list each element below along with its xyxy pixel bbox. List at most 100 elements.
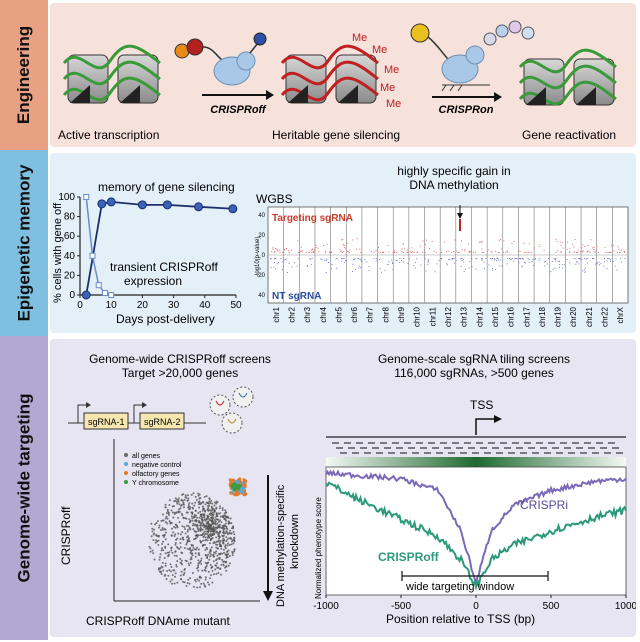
wgbs-point (617, 246, 619, 248)
wgbs-point (315, 244, 317, 246)
scatter-point (184, 494, 187, 497)
scatter-point (184, 559, 187, 562)
wgbs-point (609, 259, 611, 261)
wgbs-point (438, 259, 440, 261)
wgbs-point (468, 243, 470, 245)
scatter-point (194, 552, 197, 555)
wgbs-point (296, 265, 298, 267)
scatter-point (226, 556, 229, 559)
wgbs-point (521, 258, 523, 259)
scatter-point (173, 500, 176, 503)
scatter-point (210, 523, 213, 526)
wgbs-point (424, 251, 426, 253)
scatter-point (165, 512, 168, 515)
wgbs-point (481, 251, 483, 253)
targeting-band: Genome-wide targeting Genome-wide CRISPR… (0, 336, 640, 640)
scatter-point (196, 526, 199, 529)
wgbs-point (414, 267, 416, 269)
wgbs-point (494, 258, 496, 260)
scatter-point (189, 577, 192, 580)
wgbs-point (313, 248, 315, 250)
wgbs-point (468, 251, 470, 253)
scatter-point (173, 525, 176, 528)
scatter-point (211, 511, 214, 514)
wgbs-point (501, 265, 503, 267)
wgbs-ytick-label: 0 (262, 253, 266, 259)
wgbs-point (607, 258, 609, 260)
olfactory-point (235, 490, 240, 494)
scatter-point (219, 512, 222, 515)
scatter-point (191, 519, 194, 522)
sgrna-tiles (332, 442, 623, 454)
nucleosome-active (62, 44, 161, 104)
wgbs-point (339, 249, 341, 251)
wgbs-point (409, 251, 411, 253)
wgbs-point (325, 250, 327, 252)
memory-label: Epigenetic memory (14, 164, 34, 322)
scatter-point (230, 540, 233, 543)
scatter-point (213, 551, 216, 554)
scatter-point (224, 509, 227, 512)
scatter-point (222, 548, 225, 551)
tiling-xtick-label: 500 (543, 601, 560, 612)
scatter-point (226, 538, 229, 541)
scatter-point (205, 527, 208, 530)
wgbs-point (291, 266, 293, 268)
scatter-point (178, 503, 181, 506)
scatter-point (190, 549, 193, 552)
scatter-point (222, 563, 225, 566)
wgbs-point (553, 258, 555, 260)
wgbs-point (604, 258, 606, 260)
wgbs-point (578, 258, 580, 260)
chromosome-label: chr12 (444, 306, 453, 327)
scatter-point (188, 527, 191, 530)
wgbs-point (320, 258, 322, 260)
wgbs-point (284, 259, 286, 261)
scatter-point (202, 535, 205, 538)
wgbs-point (464, 249, 466, 251)
scatter-point (180, 551, 183, 554)
scatter-point (174, 542, 177, 545)
wgbs-point (360, 251, 362, 253)
wgbs-point (401, 251, 403, 253)
scatter-point (157, 567, 160, 570)
crispri-label: CRISPRi (520, 498, 568, 512)
scatter-point (227, 520, 230, 523)
scatter-point (219, 519, 222, 522)
wgbs-point (606, 251, 608, 253)
scatter-point (187, 494, 190, 497)
scatter-point (167, 512, 170, 515)
scatter-point (153, 558, 156, 561)
scatter-point (169, 563, 172, 566)
scatter-point (221, 539, 224, 542)
wgbs-point (436, 263, 438, 265)
wgbs-point (559, 260, 561, 262)
wgbs-point (353, 259, 355, 261)
wgbs-point (288, 262, 290, 264)
scatter-point (196, 546, 199, 549)
wgbs-point (617, 251, 619, 253)
scatter-point (183, 498, 186, 501)
wgbs-point (280, 258, 282, 260)
wgbs-point (388, 261, 390, 263)
scatter-point (213, 522, 216, 525)
scatter-point (182, 501, 185, 504)
wgbs-point (366, 261, 368, 263)
wgbs-point (341, 260, 343, 262)
memory-point (137, 200, 147, 210)
scatter-point (159, 528, 162, 531)
wgbs-point (342, 258, 344, 260)
wgbs-point (364, 259, 366, 261)
scatter-point (223, 524, 226, 527)
memory-label-box: Epigenetic memory (0, 150, 50, 336)
legend-all-genes: all genes (132, 453, 161, 460)
scatter-point (181, 536, 184, 539)
wgbs-point (598, 261, 600, 263)
scatter-point (213, 501, 216, 504)
scatter-point (217, 518, 220, 521)
lentivirus-icons (209, 386, 254, 434)
y-chromosome-point (232, 481, 236, 486)
wgbs-point (573, 258, 575, 259)
scatter-point (190, 552, 193, 555)
wgbs-point (559, 266, 561, 268)
